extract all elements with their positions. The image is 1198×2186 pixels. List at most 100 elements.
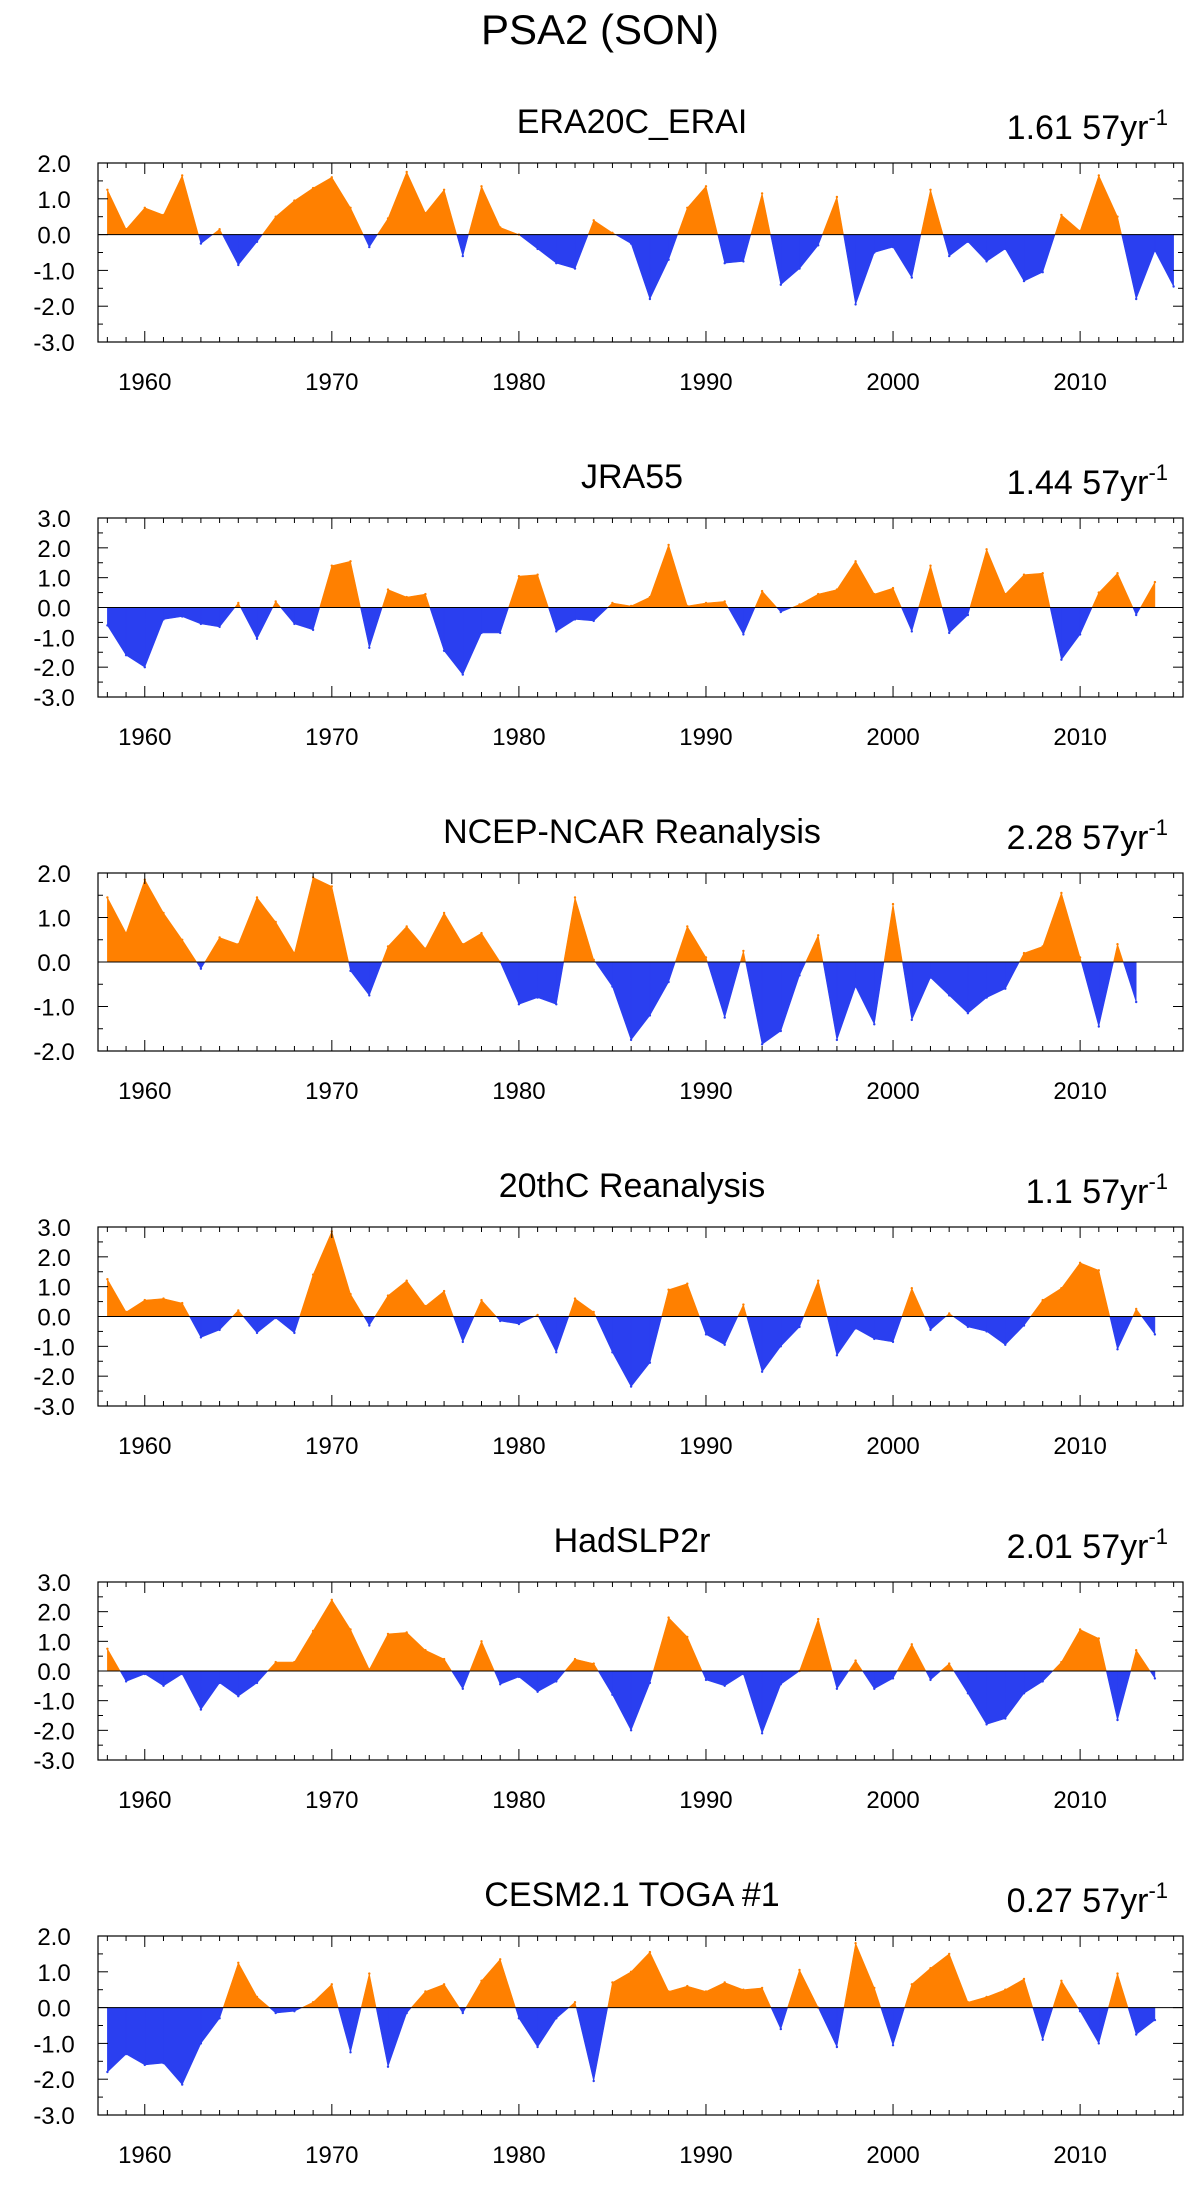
data-point-2008 (1041, 1298, 1044, 1302)
data-point-2015 (1172, 285, 1175, 288)
y-tick-label: -1.0 (33, 1334, 74, 1361)
chart-panels: ERA20C_ERAI 1.61 57yr-12.01.00.0-1.0-2.0-… (33, 103, 1184, 2169)
data-point-1981 (536, 1690, 539, 1694)
y-tick-label: 0.0 (37, 1305, 70, 1332)
data-point-2007 (1022, 1324, 1026, 1327)
trend-unit-exponent: -1 (1148, 105, 1168, 130)
data-point-2006 (1004, 592, 1007, 596)
data-point-1984 (592, 219, 595, 222)
data-point-2009 (1060, 891, 1063, 895)
data-point-2005 (985, 548, 988, 551)
data-point-2000 (891, 2044, 895, 2047)
data-point-1988 (667, 1990, 670, 1993)
data-point-2006 (1004, 1343, 1007, 1347)
data-point-1978 (480, 1640, 483, 1643)
data-point-1989 (686, 1282, 689, 1285)
data-point-2003 (948, 994, 951, 997)
data-point-2000 (891, 902, 895, 906)
data-point-2003 (948, 254, 951, 258)
data-point-1983 (573, 618, 577, 621)
data-point-2008 (1041, 271, 1044, 274)
trend-annotation: 0.27 57yr-1 (1007, 1878, 1168, 1920)
data-point-2011 (1097, 2042, 1101, 2045)
x-tick-label: 1970 (305, 1787, 358, 1814)
data-point-1980 (517, 575, 521, 578)
x-tick-label: 1970 (305, 1078, 358, 1105)
y-tick-label: -2.0 (33, 1039, 74, 1066)
data-point-1963 (199, 1336, 203, 1339)
data-point-1995 (798, 267, 801, 270)
data-point-1989 (686, 604, 689, 608)
data-point-2008 (1041, 2038, 1044, 2042)
x-tick-label: 2000 (866, 1433, 919, 1460)
data-point-2004 (966, 1325, 970, 1329)
data-point-1973 (386, 1632, 390, 1636)
data-point-1999 (873, 1337, 876, 1341)
data-point-2007 (1022, 279, 1026, 283)
data-point-1996 (817, 1617, 820, 1621)
chart-panel-1: ERA20C_ERAI 1.61 57yr-1 2.0 1.0 0.0 -1.0 -2.0 -… (33, 103, 1184, 396)
y-tick-label: 1.0 (37, 1275, 70, 1302)
data-point-1988 (667, 258, 670, 261)
data-point-2010 (1078, 229, 1082, 233)
y-tick-label: -3.0 (33, 685, 74, 712)
data-point-1986 (629, 1729, 633, 1732)
data-point-1958 (106, 188, 109, 191)
data-point-1978 (480, 1298, 483, 1302)
chart-panel-4: 20thC Reanalysis 1.1 57yr-13.02.01.00.0-1… (33, 1167, 1184, 1460)
x-tick-label: 2010 (1053, 724, 1106, 751)
data-point-2007 (1022, 573, 1026, 576)
data-point-1971 (349, 969, 352, 973)
data-point-2002 (929, 976, 932, 979)
data-point-1991 (723, 600, 726, 603)
x-tick-label: 2000 (866, 2142, 919, 2169)
data-point-2010 (1078, 1628, 1082, 1631)
data-point-2009 (1060, 1660, 1063, 1664)
data-point-1978 (480, 1979, 483, 1983)
data-point-1964 (218, 625, 221, 629)
data-point-1996 (817, 1279, 820, 1282)
data-point-1975 (424, 1304, 427, 1308)
y-tick-label: 1.0 (37, 1629, 70, 1656)
data-point-2013 (1135, 1649, 1138, 1652)
figure-title: PSA2 (SON) (481, 6, 719, 53)
data-point-2011 (1097, 1025, 1101, 1028)
chart-title: JRA55 (581, 458, 683, 496)
data-point-1986 (629, 1038, 633, 1042)
data-point-1987 (648, 1361, 652, 1364)
x-tick-label: 1980 (492, 369, 545, 396)
x-tick-label: 1980 (492, 1078, 545, 1105)
y-tick-label: 2.0 (37, 151, 70, 178)
data-point-1994 (779, 1029, 782, 1033)
data-point-2006 (1004, 987, 1007, 990)
data-point-2000 (891, 586, 895, 590)
data-point-2009 (1060, 213, 1063, 217)
data-point-1986 (629, 604, 633, 608)
data-point-1966 (255, 1995, 259, 1999)
chart-title: CESM2.1 TOGA #1 (484, 1876, 779, 1914)
chart-title: HadSLP2r (554, 1522, 711, 1560)
data-point-1973 (386, 945, 390, 948)
data-point-1961 (162, 1297, 165, 1300)
data-point-1984 (592, 619, 595, 623)
data-point-1958 (106, 2070, 109, 2074)
data-point-1981 (536, 1313, 539, 1317)
data-point-1995 (798, 1968, 801, 1972)
y-tick-label: 1.0 (37, 906, 70, 933)
data-point-1992 (742, 633, 745, 636)
y-tick-label: 2.0 (37, 861, 70, 888)
data-point-1990 (704, 1990, 708, 1993)
y-tick-label: -3.0 (33, 2103, 74, 2130)
data-point-1979 (499, 631, 502, 635)
data-point-1961 (162, 911, 165, 915)
data-point-2013 (1135, 2033, 1138, 2036)
data-point-1994 (779, 1345, 782, 1348)
data-point-1958 (106, 1278, 109, 1281)
data-point-2000 (891, 245, 895, 249)
data-point-1968 (293, 199, 296, 202)
chart-panel-5: HadSLP2r 2.01 57yr-1 3.0 2.01.0 0.0 -1.0-2.0 -… (33, 1522, 1184, 1814)
data-point-1965 (237, 601, 240, 605)
chart-title: NCEP-NCAR Reanalysis (443, 813, 821, 851)
y-tick-label: -1.0 (33, 995, 74, 1022)
data-point-2006 (1004, 247, 1007, 251)
